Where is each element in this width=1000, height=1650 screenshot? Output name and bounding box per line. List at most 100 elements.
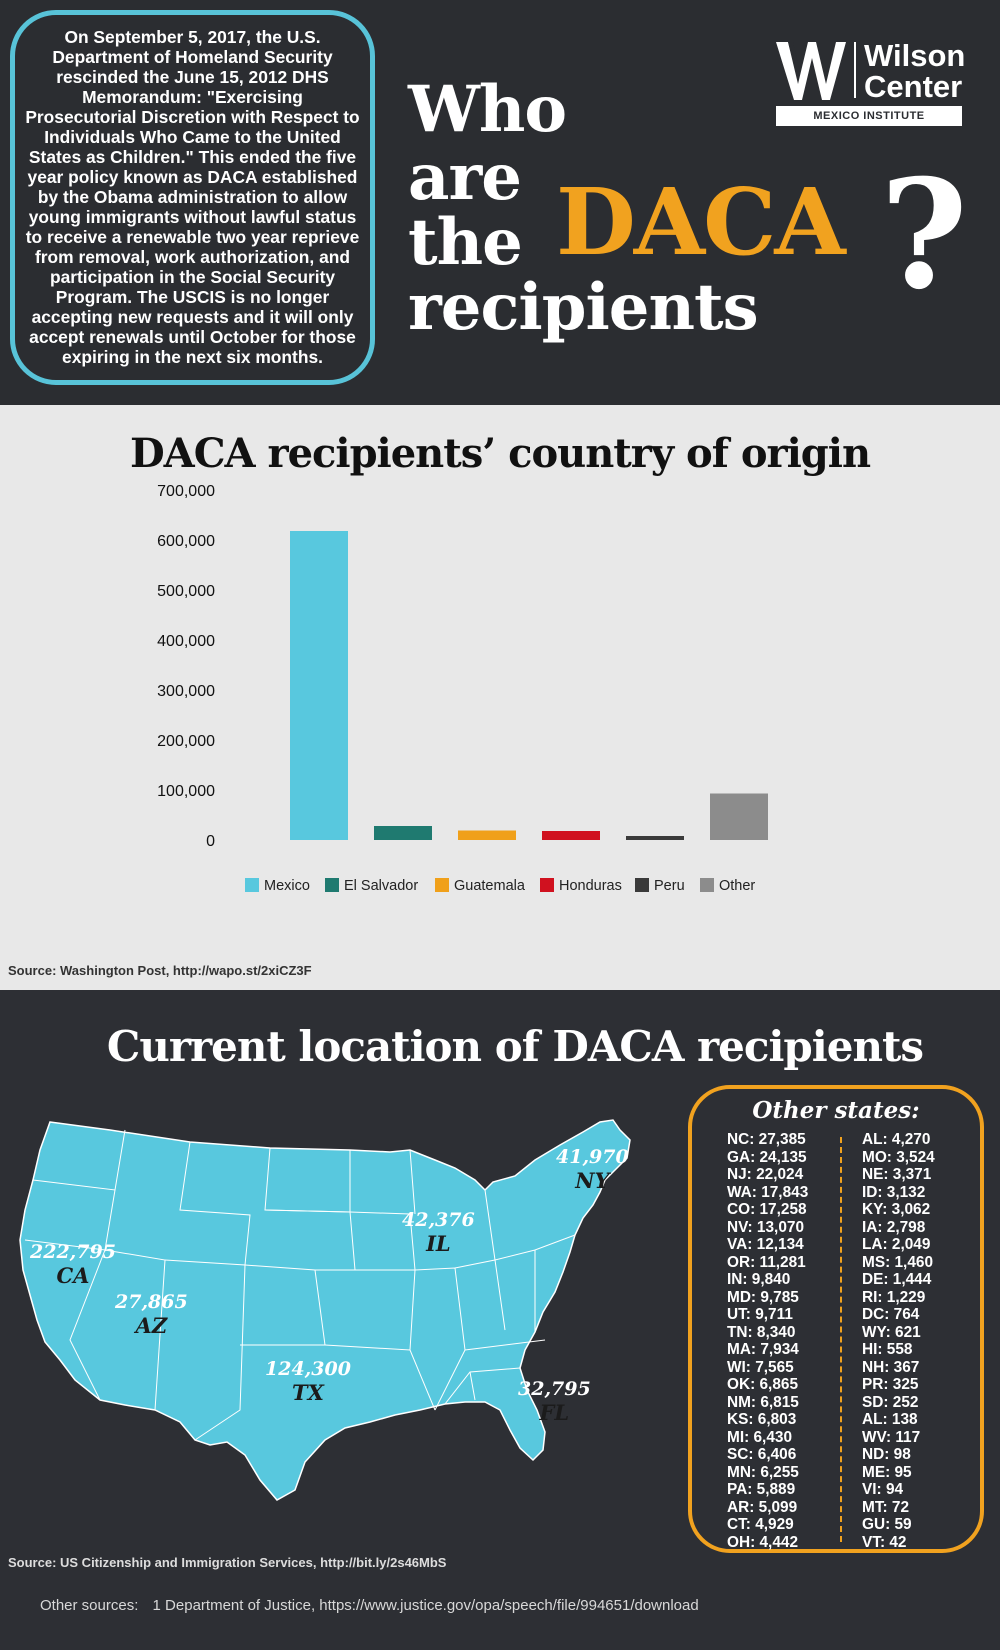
y-tick-label: 200,000 bbox=[157, 733, 215, 750]
footer-sources: Other sources: 1 Department of Justice, … bbox=[40, 1597, 699, 1614]
legend-swatch bbox=[325, 878, 339, 892]
footer-lead: Other sources: bbox=[40, 1597, 139, 1614]
header: On September 5, 2017, the U.S. Departmen… bbox=[0, 0, 1000, 405]
other-states-right-column: AL: 4,270 MO: 3,524 NE: 3,371 ID: 3,132 KY: … bbox=[862, 1131, 935, 1551]
other-state-entry: WV: 117 bbox=[862, 1428, 921, 1446]
other-state-entry: ND: 98 bbox=[862, 1446, 911, 1463]
other-state-entry: MO: 3,524 bbox=[862, 1148, 935, 1166]
label-ny-state: NY bbox=[575, 1168, 610, 1193]
other-state-entry: MI: 6,430 bbox=[727, 1428, 793, 1446]
chart-source: Source: Washington Post, http://wapo.st/… bbox=[8, 963, 312, 978]
label-il-state: IL bbox=[426, 1231, 451, 1256]
other-state-entry: GU: 59 bbox=[862, 1516, 912, 1533]
other-state-entry: MT: 72 bbox=[862, 1498, 910, 1516]
label-fl-state: FL bbox=[539, 1400, 570, 1425]
other-state-entry: TN: 8,340 bbox=[727, 1323, 796, 1341]
other-state-entry: PA: 5,889 bbox=[727, 1481, 796, 1498]
headline-are: are bbox=[408, 140, 522, 215]
other-state-entry: WI: 7,565 bbox=[727, 1358, 794, 1376]
other-state-entry: PR: 325 bbox=[862, 1376, 919, 1393]
other-state-entry: UT: 9,711 bbox=[727, 1306, 793, 1323]
other-state-entry: WY: 621 bbox=[862, 1323, 921, 1341]
chart-title: DACA recipients’ country of origin bbox=[129, 430, 871, 477]
label-fl-value: 32,795 bbox=[518, 1378, 591, 1400]
other-state-entry: VA: 12,134 bbox=[727, 1236, 804, 1253]
label-fl: 32,795 FL bbox=[518, 1377, 591, 1425]
other-state-entry: RI: 1,229 bbox=[862, 1288, 926, 1306]
footer-source-item: 1 Department of Justice, https://www.jus… bbox=[152, 1597, 699, 1614]
logo-line2: Center bbox=[864, 69, 963, 104]
y-tick-label: 300,000 bbox=[157, 683, 215, 700]
other-state-entry: DE: 1,444 bbox=[862, 1271, 932, 1288]
bar-peru bbox=[626, 836, 684, 840]
other-state-entry: ME: 95 bbox=[862, 1463, 912, 1481]
other-state-entry: AR: 5,099 bbox=[727, 1498, 798, 1516]
map-source: Source: US Citizenship and Immigration S… bbox=[8, 1555, 447, 1570]
logo-institute: MEXICO INSTITUTE bbox=[776, 106, 962, 126]
y-tick-label: 100,000 bbox=[157, 783, 215, 800]
other-state-entry: CO: 17,258 bbox=[727, 1201, 807, 1218]
question-mark: ? bbox=[880, 147, 968, 323]
other-state-entry: GA: 24,135 bbox=[727, 1148, 807, 1166]
y-tick-label: 400,000 bbox=[157, 633, 215, 650]
label-ca-value: 222,795 bbox=[30, 1241, 116, 1263]
other-state-entry: NE: 3,371 bbox=[862, 1166, 932, 1183]
other-state-entry: SC: 6,406 bbox=[727, 1446, 797, 1463]
other-state-entry: MS: 1,460 bbox=[862, 1253, 934, 1271]
other-state-entry: NM: 6,815 bbox=[727, 1393, 799, 1411]
other-state-entry: NC: 27,385 bbox=[727, 1131, 806, 1148]
other-state-entry: NJ: 22,024 bbox=[727, 1166, 804, 1183]
other-states-left-column: NC: 27,385 GA: 24,135 NJ: 22,024 WA: 17,843… bbox=[727, 1131, 808, 1551]
headline-who: Who bbox=[408, 72, 567, 147]
wilson-center-logo: Wilson Center MEXICO INSTITUTE bbox=[776, 38, 966, 126]
chart-section: DACA recipients’ country of origin 0 100,… bbox=[0, 405, 1000, 990]
other-state-entry: OK: 6,865 bbox=[727, 1376, 799, 1393]
us-mainland-shape bbox=[19, 1119, 631, 1501]
headline-recipients: recipients bbox=[408, 270, 759, 345]
label-tx: 124,300 TX bbox=[265, 1357, 351, 1405]
label-ca: 222,795 CA bbox=[30, 1240, 116, 1288]
legend-label: El Salvador bbox=[344, 878, 418, 894]
other-state-entry: NH: 367 bbox=[862, 1358, 920, 1376]
other-state-entry: ID: 3,132 bbox=[862, 1183, 926, 1201]
other-state-entry: KY: 3,062 bbox=[862, 1201, 931, 1218]
bar-other bbox=[710, 793, 768, 840]
other-state-entry: KS: 6,803 bbox=[727, 1411, 797, 1428]
intro-text-box: On September 5, 2017, the U.S. Departmen… bbox=[10, 10, 375, 385]
other-state-entry: MA: 7,934 bbox=[727, 1341, 799, 1358]
legend-label: Mexico bbox=[264, 878, 310, 894]
legend-label: Honduras bbox=[559, 878, 622, 894]
legend-swatch bbox=[540, 878, 554, 892]
legend-swatch bbox=[700, 878, 714, 892]
other-state-entry: VT: 42 bbox=[862, 1533, 907, 1551]
other-state-entry: VI: 94 bbox=[862, 1481, 904, 1498]
other-state-entry: MD: 9,785 bbox=[727, 1288, 799, 1306]
other-state-entry: OH: 4,442 bbox=[727, 1533, 799, 1551]
bar-chart: 0 100,000 200,000 300,000 400,000 500,000 600,… bbox=[157, 485, 768, 894]
y-tick-label: 0 bbox=[206, 833, 215, 850]
other-state-entry: IN: 9,840 bbox=[727, 1271, 791, 1288]
other-state-entry: NV: 13,070 bbox=[727, 1218, 805, 1236]
bar-honduras bbox=[542, 831, 600, 840]
other-state-entry: CT: 4,929 bbox=[727, 1516, 794, 1533]
bar-el-salvador bbox=[374, 826, 432, 840]
label-ny: 41,970 NY bbox=[556, 1145, 629, 1193]
other-state-entry: SD: 252 bbox=[862, 1393, 919, 1411]
label-ca-state: CA bbox=[56, 1263, 90, 1288]
label-az-state: AZ bbox=[135, 1313, 168, 1338]
legend-swatch bbox=[435, 878, 449, 892]
headline-daca: DACA bbox=[556, 168, 846, 276]
other-state-entry: MN: 6,255 bbox=[727, 1463, 799, 1481]
label-az-value: 27,865 bbox=[115, 1291, 188, 1313]
wilson-w-icon bbox=[776, 42, 846, 100]
logo-line1: Wilson bbox=[864, 38, 966, 73]
us-map bbox=[19, 1119, 631, 1501]
legend-label: Peru bbox=[654, 878, 685, 894]
other-state-entry: HI: 558 bbox=[862, 1341, 913, 1358]
map-section: Current location of DACA recipients bbox=[0, 990, 1000, 1585]
other-states-box: Other states: NC: 27,385 GA: 24,135 NJ: 22… bbox=[688, 1085, 984, 1553]
legend-label: Guatemala bbox=[454, 878, 526, 894]
logo-divider bbox=[854, 42, 856, 98]
y-tick-label: 700,000 bbox=[157, 485, 215, 500]
label-il-value: 42,376 bbox=[402, 1209, 475, 1231]
